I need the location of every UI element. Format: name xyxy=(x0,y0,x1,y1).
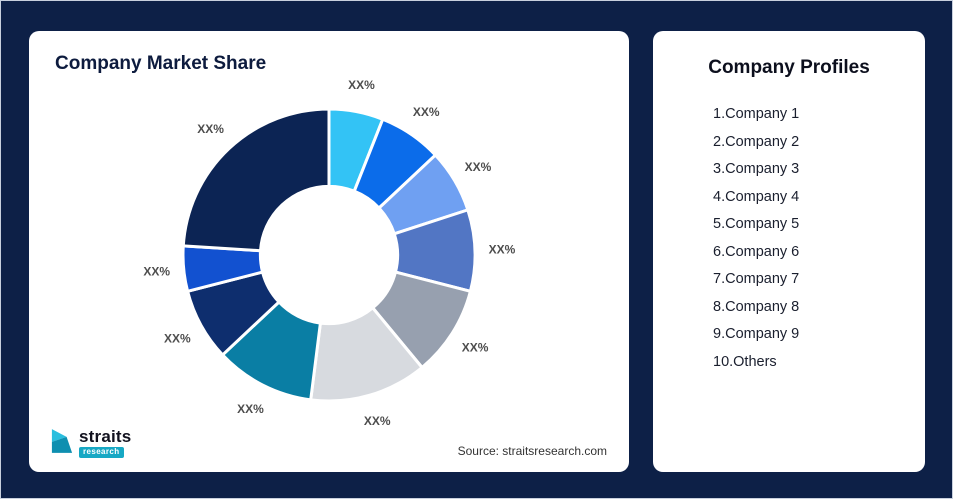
segment-label: XX% xyxy=(462,341,489,355)
company-profiles-title: Company Profiles xyxy=(708,57,870,78)
logo-brand-text: straits xyxy=(79,427,132,446)
segment-label: XX% xyxy=(465,160,492,174)
list-item: 3.Company 3 xyxy=(713,161,800,177)
company-profiles-list: 1.Company 1 2.Company 2 3.Company 3 4.Co… xyxy=(653,101,925,376)
market-share-donut: XX% XX% XX% XX% XX% XX% XX% XX% XX% XX% xyxy=(143,78,516,428)
segment-label: XX% xyxy=(237,402,264,416)
logo-text: straits research xyxy=(79,428,131,458)
list-item: 9.Company 9 xyxy=(713,326,800,342)
source-note: Source: straitsresearch.com xyxy=(457,444,607,458)
list-item: 4.Company 4 xyxy=(713,188,800,205)
straits-research-logo: straits research xyxy=(51,428,131,458)
list-item: 8.Company 8 xyxy=(713,298,800,315)
list-item: 10.Others xyxy=(713,353,777,370)
list-item: 2.Company 2 xyxy=(713,133,800,150)
list-item: 7.Company 7 xyxy=(713,271,800,287)
donut-segment xyxy=(181,107,331,253)
segment-label: XX% xyxy=(489,243,516,257)
segment-label: XX% xyxy=(143,264,170,278)
logo-sub-text: research xyxy=(79,447,124,458)
segment-label: XX% xyxy=(164,331,191,345)
segment-label: XX% xyxy=(197,122,224,136)
segment-label: XX% xyxy=(364,414,391,428)
straits-logo-icon xyxy=(51,429,73,453)
list-item: 6.Company 6 xyxy=(713,243,800,260)
list-item: 1.Company 1 xyxy=(713,106,800,122)
market-share-title: Company Market Share xyxy=(55,53,267,74)
segment-label: XX% xyxy=(348,78,375,92)
list-item: 5.Company 5 xyxy=(713,216,800,232)
segment-label: XX% xyxy=(413,105,440,119)
market-share-card: Company Market Share XX% XX% XX% XX% XX% XX% X… xyxy=(29,31,629,472)
company-profiles-card: Company Profiles 1.Company 1 2.Company 2… xyxy=(653,31,925,472)
